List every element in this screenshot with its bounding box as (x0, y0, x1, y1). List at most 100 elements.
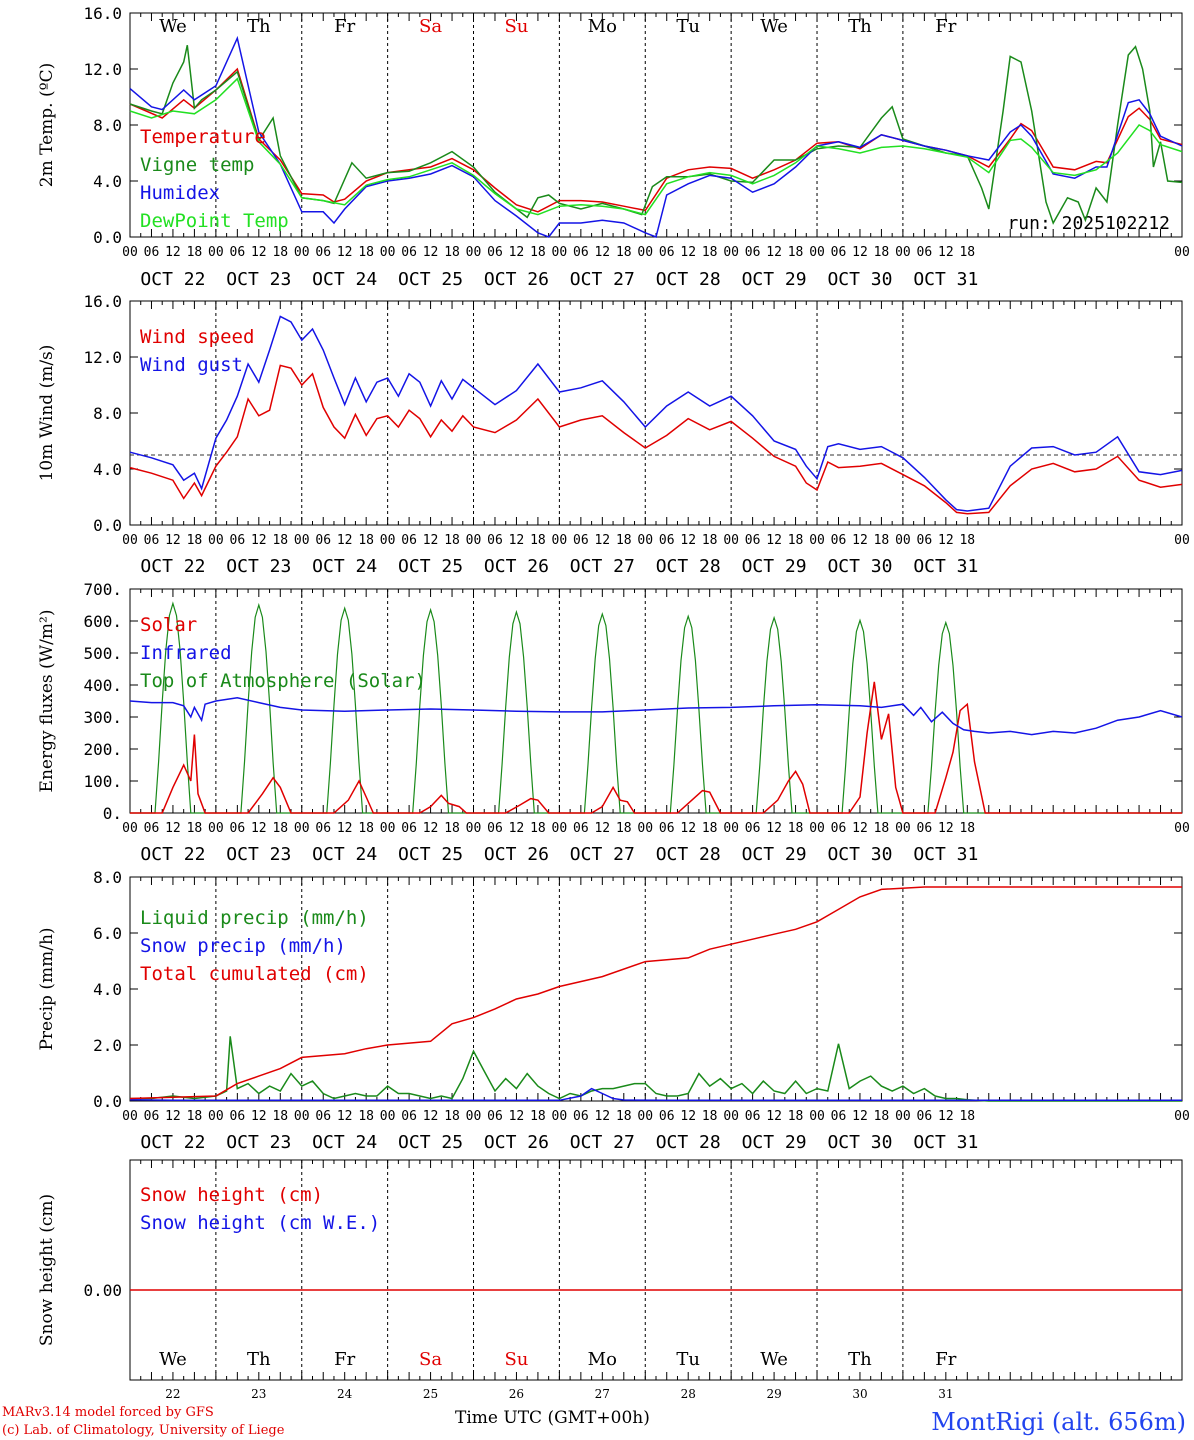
hour-tick-label: 00 (1174, 533, 1190, 548)
panel-snow: 0.00 Snow height (cm) Snow height (cm) Snow… (37, 1159, 1183, 1401)
day-label: OCT 24 (312, 269, 377, 290)
hour-tick-label: 06 (315, 245, 331, 260)
hour-tick-label: 12 (680, 245, 696, 260)
weekday-label: Fr (935, 16, 956, 37)
hour-tick-label: 06 (315, 821, 331, 836)
weekday-label: We (159, 16, 187, 37)
y-tick-label: 12.0 (83, 60, 122, 79)
day-number-label: 28 (681, 1387, 696, 1401)
hour-tick-label: 18 (272, 245, 288, 260)
y-tick-label: 0.0 (93, 228, 122, 247)
hour-tick-label: 12 (423, 245, 439, 260)
weekday-label: Fr (935, 1349, 956, 1370)
hour-tick-label: 18 (788, 533, 804, 548)
hour-tick-label: 00 (294, 821, 310, 836)
day-number-label: 26 (509, 1387, 524, 1401)
day-label: OCT 26 (484, 1132, 549, 1153)
hour-tick-label: 12 (852, 821, 868, 836)
hour-tick-label: 18 (444, 1109, 460, 1124)
hour-tick-label: 00 (208, 245, 224, 260)
hour-tick-label: 06 (659, 1109, 675, 1124)
day-label: OCT 26 (484, 269, 549, 290)
hour-tick-label: 06 (659, 821, 675, 836)
day-number-label: 30 (852, 1387, 867, 1401)
day-number-label: 23 (251, 1387, 266, 1401)
legend-entry: Top of Atmosphere (Solar) (140, 670, 426, 692)
series-line-liquid-precip-mm-h- (130, 1036, 1182, 1102)
hour-tick-label: 06 (831, 533, 847, 548)
hour-tick-label: 00 (380, 821, 396, 836)
day-label: OCT 22 (140, 269, 205, 290)
hour-tick-label: 06 (487, 245, 503, 260)
hour-tick-label: 00 (895, 1109, 911, 1124)
hour-tick-label: 06 (745, 533, 761, 548)
hour-tick-label: 12 (337, 821, 353, 836)
hour-tick-label: 18 (616, 821, 632, 836)
legend-entry: Vigne temp (140, 154, 254, 176)
y-tick-label: 0.0 (93, 516, 122, 535)
hour-tick-label: 00 (809, 1109, 825, 1124)
day-number-label: 25 (423, 1387, 438, 1401)
hour-tick-label: 18 (788, 1109, 804, 1124)
day-label: OCT 25 (398, 269, 463, 290)
day-label: OCT 25 (398, 556, 463, 577)
hour-tick-label: 18 (702, 245, 718, 260)
series-line-solar (130, 681, 1182, 814)
hour-tick-label: 06 (230, 245, 246, 260)
time-axis-label: Time UTC (GMT+00h) (455, 1408, 650, 1428)
weekday-label: Th (848, 1349, 872, 1370)
hour-tick-label: 06 (401, 245, 417, 260)
hour-tick-label: 06 (917, 245, 933, 260)
hour-tick-label: 00 (809, 533, 825, 548)
hour-tick-label: 00 (809, 821, 825, 836)
day-label: OCT 29 (742, 844, 807, 865)
hour-tick-label: 18 (272, 821, 288, 836)
weekday-label: Th (247, 1349, 271, 1370)
weekday-label: Tu (676, 1349, 700, 1370)
hour-tick-label: 00 (723, 1109, 739, 1124)
series-line-vigne-temp (129, 45, 1183, 225)
hour-tick-label: 18 (187, 1109, 203, 1124)
hour-tick-label: 06 (230, 533, 246, 548)
hour-tick-label: 12 (766, 1109, 782, 1124)
y-tick-label: 4.0 (93, 460, 122, 479)
hour-tick-label: 18 (702, 533, 718, 548)
day-number-label: 22 (165, 1387, 180, 1401)
hour-tick-label: 18 (530, 245, 546, 260)
hour-tick-label: 18 (530, 533, 546, 548)
hour-tick-label: 00 (294, 245, 310, 260)
legend-entry: Solar (140, 614, 197, 636)
panel-frame (129, 588, 1183, 814)
series-line-temperature (129, 67, 1183, 213)
y-tick-label: 2.0 (93, 1036, 122, 1055)
day-label: OCT 25 (398, 1132, 463, 1153)
weekday-label: We (760, 16, 788, 37)
weekday-label: We (760, 1349, 788, 1370)
hour-tick-label: 00 (895, 821, 911, 836)
hour-tick-label: 18 (788, 245, 804, 260)
day-label: OCT 30 (827, 556, 892, 577)
hour-tick-label: 12 (680, 533, 696, 548)
hour-tick-label: 12 (165, 533, 181, 548)
y-tick-label: 0. (103, 804, 122, 823)
hour-tick-label: 00 (1174, 245, 1190, 260)
legend-entry: Snow height (cm W.E.) (140, 1212, 380, 1234)
y-tick-label: 16.0 (83, 4, 122, 23)
hour-tick-label: 00 (122, 1109, 138, 1124)
y-axis-label: Energy fluxes (W/m²) (37, 610, 57, 793)
hour-tick-label: 18 (616, 1109, 632, 1124)
hour-tick-label: 12 (938, 821, 954, 836)
day-label: OCT 30 (827, 844, 892, 865)
series-line-dewpoint-temp (129, 77, 1183, 216)
hour-tick-label: 18 (444, 821, 460, 836)
hour-tick-label: 18 (959, 533, 975, 548)
day-label: OCT 31 (913, 556, 978, 577)
hour-tick-label: 18 (959, 1109, 975, 1124)
legend-entry: Humidex (140, 182, 220, 204)
hour-tick-label: 00 (122, 245, 138, 260)
legend-entry: Snow height (cm) (140, 1184, 323, 1206)
day-label: OCT 24 (312, 556, 377, 577)
hour-tick-label: 00 (637, 1109, 653, 1124)
